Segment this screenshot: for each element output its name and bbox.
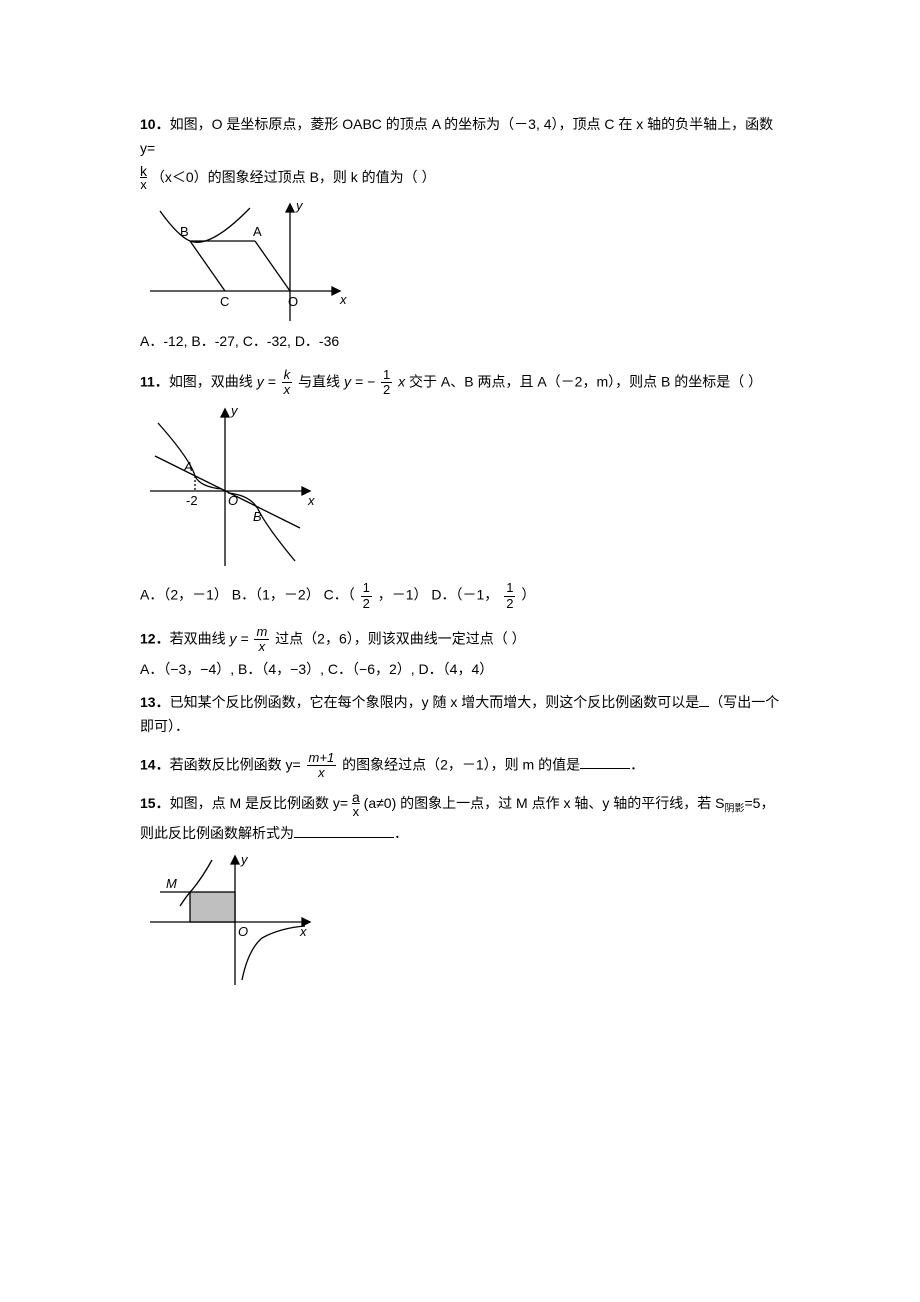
frac-bot: x bbox=[352, 805, 360, 819]
point-c-label: C bbox=[220, 294, 229, 309]
frac-bot: x bbox=[254, 639, 269, 654]
point-m-label: M bbox=[166, 876, 177, 891]
axis-label-y: y bbox=[295, 198, 304, 213]
frac-top: k bbox=[140, 164, 147, 179]
q15-figure: y x O M bbox=[140, 850, 320, 990]
q11-text-a: 如图，双曲线 bbox=[169, 373, 253, 389]
q13-number: 13． bbox=[140, 694, 170, 710]
q12-text-a: 若双曲线 bbox=[170, 630, 226, 646]
q11-text-c: 交于 A、B 两点，且 A（－2，m），则点 B 的坐标是（ ） bbox=[409, 373, 762, 389]
origin-label: O bbox=[228, 493, 238, 508]
q11-choice-prefix: A．（2，－1） B．（1，－2） C．（ bbox=[140, 587, 355, 603]
q15-subscript: 阴影 bbox=[724, 804, 744, 815]
q15-text-b: (a≠0) 的图象上一点，过 M 点作 x 轴、y 轴的平行线，若 S bbox=[364, 795, 725, 811]
q11-number: 11． bbox=[140, 373, 169, 389]
q14-text-b: 的图象经过点（2，－1），则 m 的值是 bbox=[342, 756, 580, 772]
question-12: 12．若双曲线 y = m x 过点（2，6），则该双曲线一定过点（ ） A．（… bbox=[140, 625, 780, 681]
q10-number: 10． bbox=[140, 116, 170, 132]
q13-text: 已知某个反比例函数，它在每个象限内，y 随 x 增大而增大，则这个反比例函数可以… bbox=[170, 694, 700, 710]
frac-bot: x bbox=[282, 382, 293, 397]
q11-eq2-lhs: y = − bbox=[344, 373, 375, 389]
q14-frac: m+1 x bbox=[307, 751, 337, 781]
axis-label-y: y bbox=[230, 403, 239, 418]
q10-text-b: （x＜0）的图象经过顶点 B，则 k 的值为（ ） bbox=[151, 168, 436, 184]
q15-line2: 则此反比例函数解析式为 bbox=[140, 825, 294, 841]
x-tick-minus2: -2 bbox=[186, 493, 198, 508]
q11-choice-c-frac: 1 2 bbox=[361, 581, 372, 611]
q11-choice-d-frac: 1 2 bbox=[504, 581, 515, 611]
q15-number: 15． bbox=[140, 795, 170, 811]
q12-eq-lhs: y = bbox=[229, 630, 248, 646]
q11-eq1-lhs: y = bbox=[257, 373, 276, 389]
q14-tail: ． bbox=[630, 756, 644, 772]
frac-bot: 2 bbox=[381, 382, 392, 397]
q11-choice-end: ） bbox=[521, 587, 535, 603]
q12-eq-frac: m x bbox=[254, 625, 269, 655]
question-14: 14．若函数反比例函数 y= m+1 x 的图象经过点（2，－1），则 m 的值… bbox=[140, 751, 780, 781]
axis-label-x: x bbox=[299, 924, 307, 939]
q15-frac: a x bbox=[352, 790, 360, 818]
q12-choices: A．（−3，−4）, B．（4，−3）, C．（−6，2）, D．（4，4） bbox=[140, 658, 780, 682]
origin-label: O bbox=[288, 294, 298, 309]
q10-frac-k-over-x: k x bbox=[140, 164, 147, 192]
point-b-label: B bbox=[253, 509, 262, 524]
q15-text-a: 如图，点 M 是反比例函数 y= bbox=[170, 795, 349, 811]
frac-top: 1 bbox=[381, 368, 392, 382]
axis-label-x: x bbox=[339, 292, 347, 307]
q15-tail: ． bbox=[394, 825, 408, 841]
question-10: 10．如图，O 是坐标原点，菱形 OABC 的顶点 A 的坐标为（－3, 4），… bbox=[140, 113, 780, 354]
frac-bot: 2 bbox=[504, 596, 515, 611]
point-a-label: A bbox=[253, 224, 262, 239]
point-a-label: A bbox=[183, 459, 193, 474]
frac-top: 1 bbox=[504, 581, 515, 595]
question-11: 11．如图，双曲线 y = k x 与直线 y = − 1 2 x 交于 A、B… bbox=[140, 368, 780, 611]
axis-label-x: x bbox=[307, 493, 315, 508]
q10-figure: y x O C A B bbox=[140, 196, 350, 326]
frac-top: a bbox=[352, 790, 360, 805]
frac-top: 1 bbox=[361, 581, 372, 595]
frac-bot: x bbox=[140, 178, 147, 192]
q15-blank bbox=[294, 823, 394, 838]
question-13: 13．已知某个反比例函数，它在每个象限内，y 随 x 增大而增大，则这个反比例函… bbox=[140, 691, 780, 739]
axis-label-y: y bbox=[240, 852, 249, 867]
question-15: 15．如图，点 M 是反比例函数 y= a x (a≠0) 的图象上一点，过 M… bbox=[140, 790, 780, 989]
origin-label: O bbox=[238, 924, 248, 939]
q15-text-c: =5， bbox=[744, 795, 774, 811]
q11-eq1-frac: k x bbox=[282, 368, 293, 398]
q11-figure: y x O A B -2 bbox=[140, 401, 320, 571]
frac-top: m+1 bbox=[307, 751, 337, 765]
frac-bot: x bbox=[307, 765, 337, 780]
q13-blank bbox=[699, 692, 709, 707]
q14-text-a: 若函数反比例函数 y= bbox=[170, 756, 301, 772]
q11-choice-mid: ，－1） D．（－1， bbox=[378, 587, 499, 603]
q10-text-a: 如图，O 是坐标原点，菱形 OABC 的顶点 A 的坐标为（－3, 4），顶点 … bbox=[140, 116, 773, 156]
q14-number: 14． bbox=[140, 756, 170, 772]
q11-text-b: 与直线 bbox=[298, 373, 340, 389]
q12-text-b: 过点（2，6），则该双曲线一定过点（ ） bbox=[275, 630, 525, 646]
q11-eq2-rhs: x bbox=[398, 373, 405, 389]
q14-blank bbox=[580, 754, 630, 769]
point-b-label: B bbox=[180, 224, 189, 239]
frac-bot: 2 bbox=[361, 596, 372, 611]
q11-eq2-frac: 1 2 bbox=[381, 368, 392, 398]
q12-number: 12． bbox=[140, 630, 170, 646]
frac-top: m bbox=[254, 625, 269, 639]
q10-choices: A．-12, B．-27, C．-32, D．-36 bbox=[140, 330, 780, 354]
frac-top: k bbox=[282, 368, 293, 382]
